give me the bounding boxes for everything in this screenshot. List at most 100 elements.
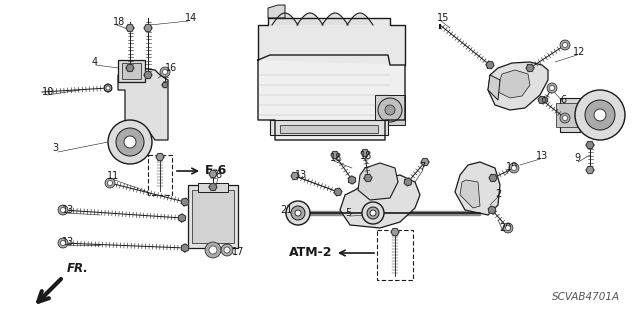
Polygon shape <box>364 174 372 182</box>
Circle shape <box>108 120 152 164</box>
Circle shape <box>116 128 144 156</box>
Polygon shape <box>268 5 285 18</box>
Circle shape <box>575 90 625 140</box>
Text: 18: 18 <box>113 17 125 27</box>
Polygon shape <box>209 183 217 190</box>
Circle shape <box>594 109 606 121</box>
Polygon shape <box>358 163 398 200</box>
Circle shape <box>124 136 136 148</box>
Circle shape <box>105 178 115 188</box>
Text: 4: 4 <box>92 57 98 67</box>
Polygon shape <box>156 153 164 160</box>
Polygon shape <box>118 60 145 82</box>
Polygon shape <box>280 125 378 133</box>
Circle shape <box>367 207 379 219</box>
Text: 1: 1 <box>596 113 602 123</box>
Polygon shape <box>126 25 134 32</box>
Circle shape <box>163 70 168 75</box>
Circle shape <box>295 210 301 216</box>
Text: 13: 13 <box>295 170 307 180</box>
Text: 9: 9 <box>574 153 580 163</box>
Text: 13: 13 <box>62 237 74 247</box>
Circle shape <box>286 201 310 225</box>
Circle shape <box>224 247 230 253</box>
Polygon shape <box>488 75 500 100</box>
Polygon shape <box>126 64 134 71</box>
Polygon shape <box>556 103 578 127</box>
Circle shape <box>563 42 568 48</box>
Text: 17: 17 <box>232 247 244 257</box>
Text: 6: 6 <box>560 95 566 105</box>
Polygon shape <box>104 84 111 92</box>
Polygon shape <box>118 68 168 140</box>
Text: 3: 3 <box>52 143 58 153</box>
Circle shape <box>160 67 170 77</box>
Polygon shape <box>182 244 189 252</box>
Polygon shape <box>340 175 420 228</box>
Polygon shape <box>347 13 373 25</box>
Circle shape <box>291 206 305 220</box>
Circle shape <box>560 40 570 50</box>
Polygon shape <box>179 214 186 222</box>
Text: 19: 19 <box>506 162 518 172</box>
Polygon shape <box>270 120 388 135</box>
Polygon shape <box>498 70 530 98</box>
Text: 18: 18 <box>330 153 342 163</box>
Polygon shape <box>455 162 500 215</box>
Polygon shape <box>488 206 496 214</box>
Text: 13: 13 <box>536 151 548 161</box>
Circle shape <box>209 246 217 254</box>
Circle shape <box>378 98 402 122</box>
Polygon shape <box>291 173 299 180</box>
Polygon shape <box>486 61 494 69</box>
Circle shape <box>385 105 395 115</box>
Text: 10: 10 <box>42 87 54 97</box>
Polygon shape <box>404 178 412 186</box>
Polygon shape <box>144 71 152 78</box>
Circle shape <box>509 163 519 173</box>
Polygon shape <box>144 25 152 32</box>
Circle shape <box>550 85 554 91</box>
Polygon shape <box>538 96 546 104</box>
Polygon shape <box>421 159 429 166</box>
Polygon shape <box>258 55 405 140</box>
Polygon shape <box>586 167 594 174</box>
Polygon shape <box>209 171 217 177</box>
Polygon shape <box>192 190 234 243</box>
Circle shape <box>61 207 65 212</box>
Text: 16: 16 <box>165 63 177 73</box>
Polygon shape <box>460 180 480 208</box>
Polygon shape <box>331 152 339 159</box>
Polygon shape <box>300 211 480 215</box>
Polygon shape <box>122 63 141 79</box>
Text: SCVAB4701A: SCVAB4701A <box>552 292 620 302</box>
Polygon shape <box>560 98 580 132</box>
Circle shape <box>547 83 557 93</box>
Text: 21: 21 <box>280 205 292 215</box>
Polygon shape <box>181 198 189 206</box>
Text: 5: 5 <box>345 208 351 218</box>
Polygon shape <box>526 64 534 71</box>
Circle shape <box>221 244 233 256</box>
Polygon shape <box>375 95 405 125</box>
Circle shape <box>362 202 384 224</box>
Text: 13: 13 <box>62 205 74 215</box>
Text: ATM-2: ATM-2 <box>289 247 332 259</box>
Polygon shape <box>198 183 228 192</box>
Polygon shape <box>361 150 369 156</box>
Circle shape <box>205 242 221 258</box>
Polygon shape <box>188 185 238 248</box>
Circle shape <box>108 181 113 186</box>
Circle shape <box>58 205 68 215</box>
Polygon shape <box>297 13 323 25</box>
Circle shape <box>511 166 516 170</box>
Polygon shape <box>488 62 548 110</box>
Polygon shape <box>348 176 356 184</box>
Circle shape <box>61 241 65 246</box>
Circle shape <box>104 84 112 92</box>
Polygon shape <box>322 13 348 25</box>
Polygon shape <box>258 18 405 65</box>
Text: 8: 8 <box>215 170 221 180</box>
Text: 14: 14 <box>185 13 197 23</box>
Text: E-6: E-6 <box>205 165 227 177</box>
